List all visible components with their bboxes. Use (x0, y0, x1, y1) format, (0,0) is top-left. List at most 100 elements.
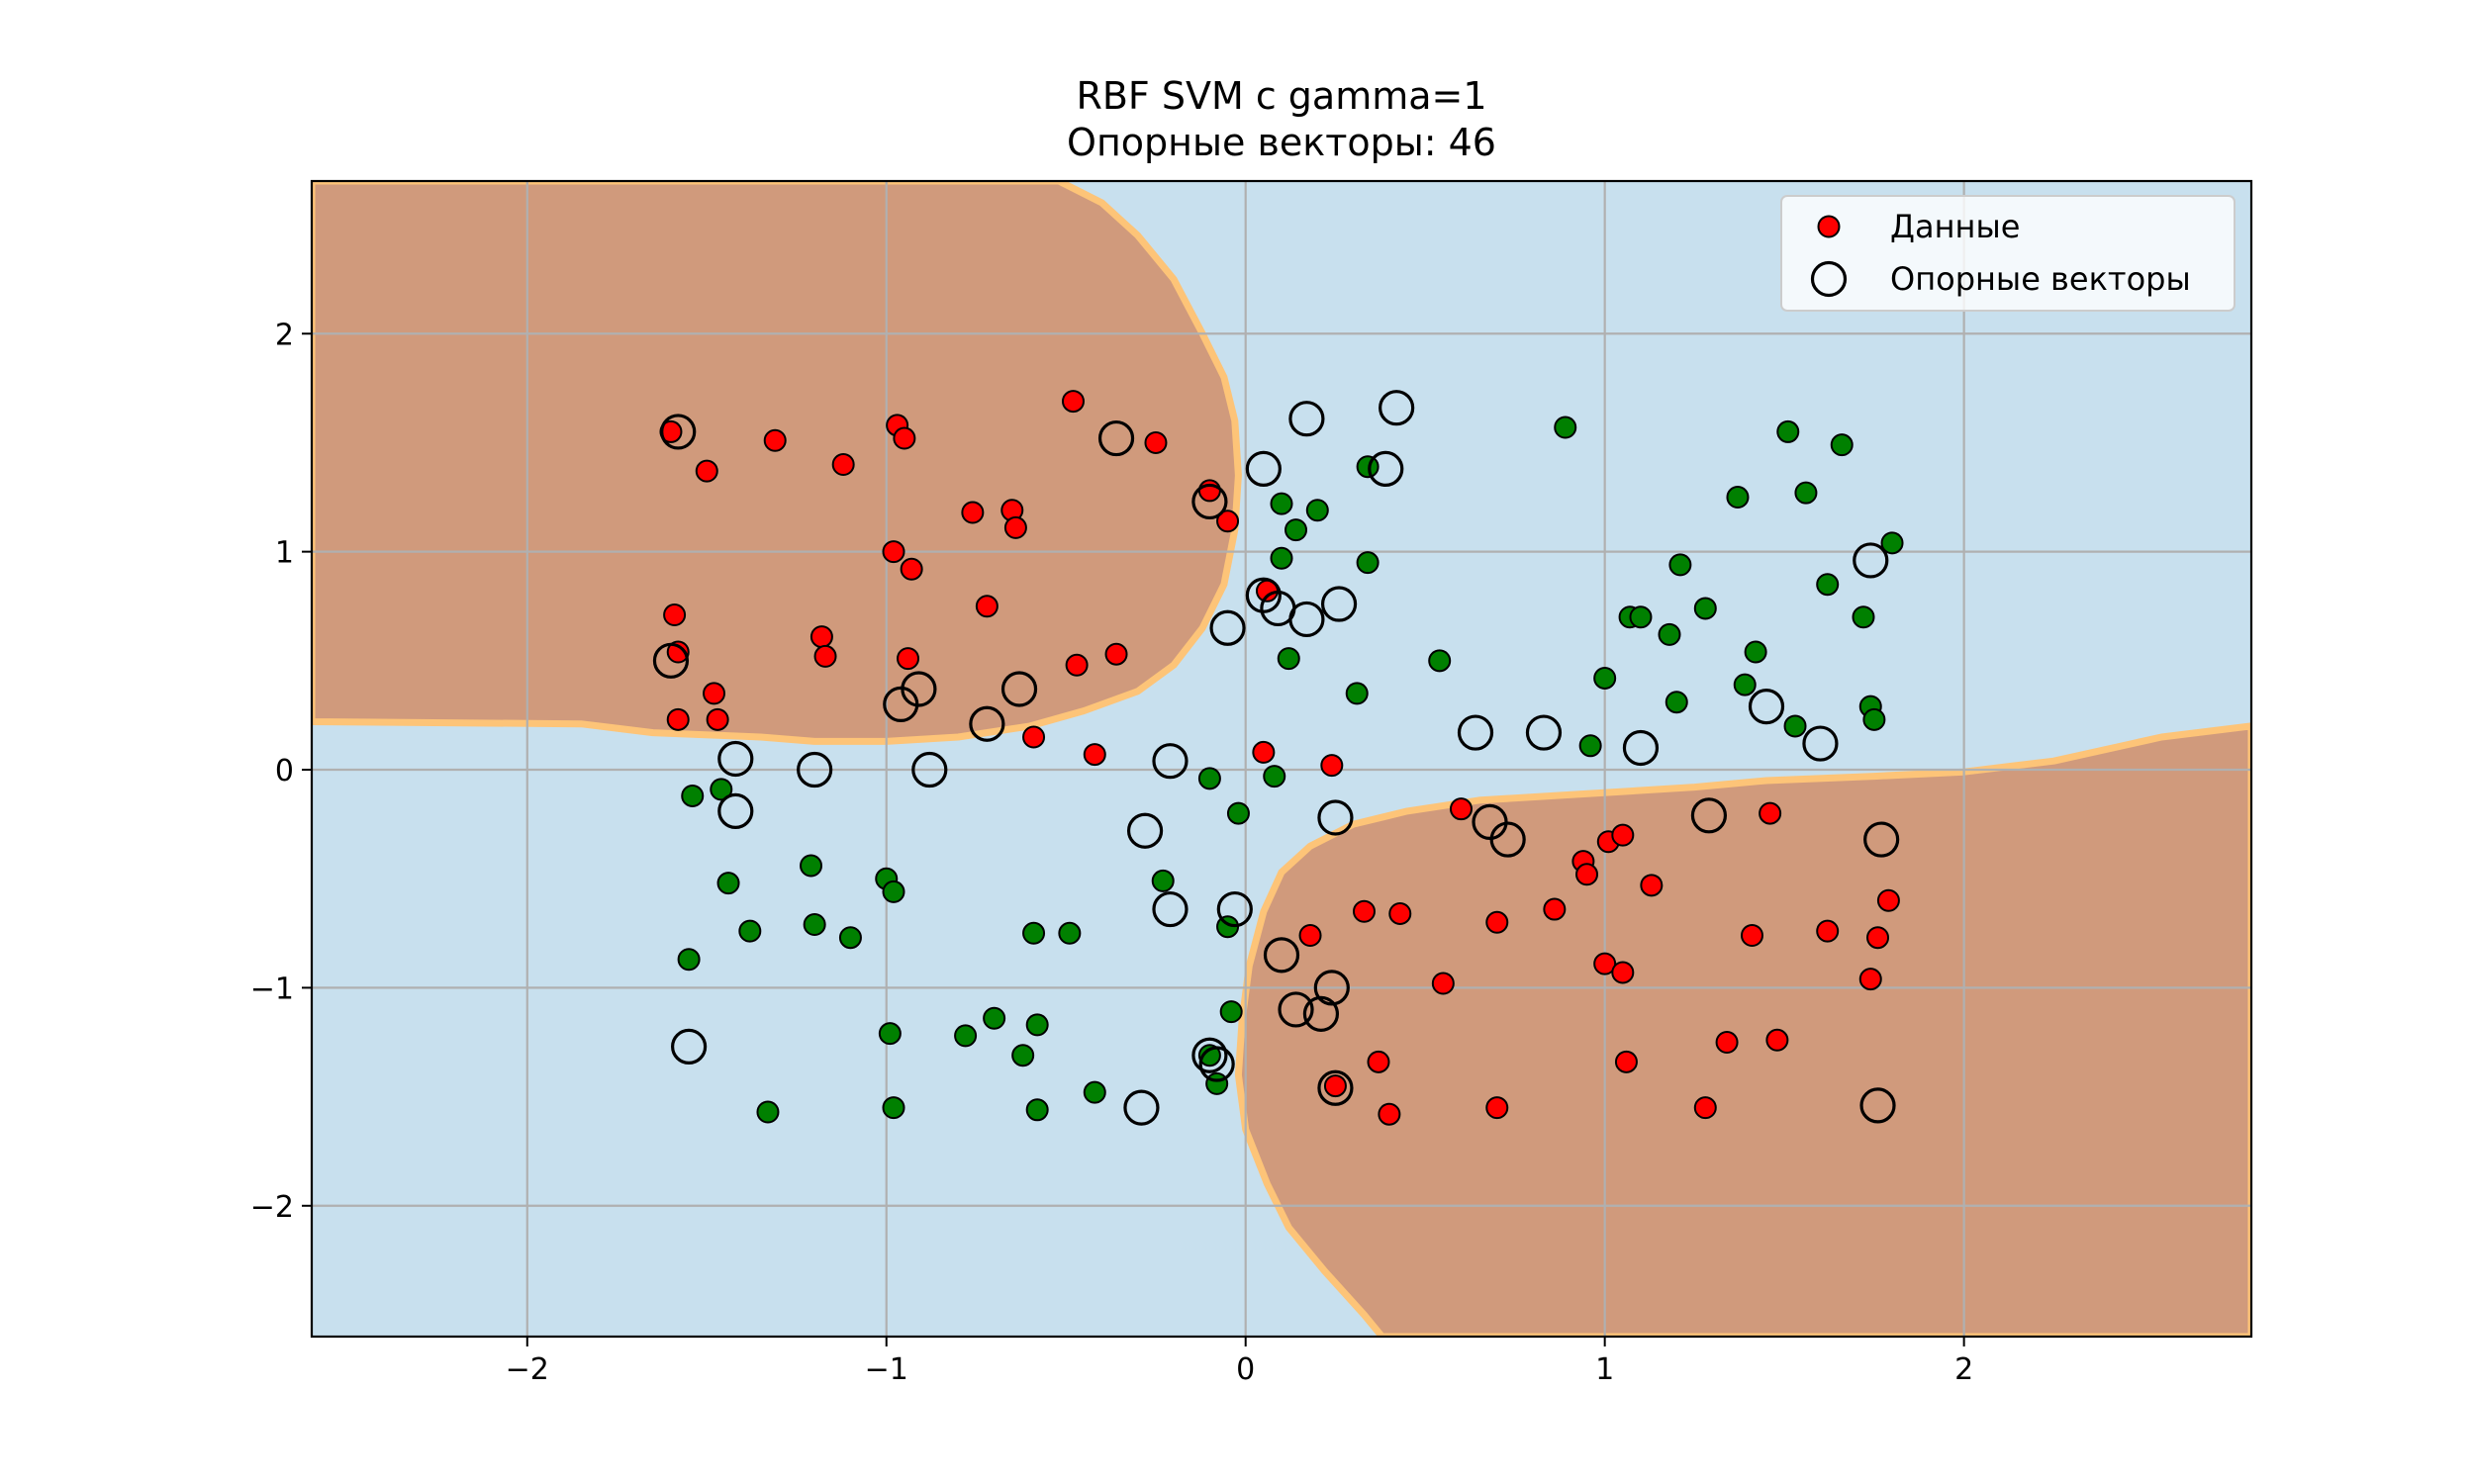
support-vector-marker (1525, 714, 1563, 751)
red-data-point (1431, 972, 1455, 995)
legend-data-marker (1817, 215, 1841, 238)
red-data-point (813, 644, 837, 668)
green-data-point (1880, 531, 1904, 555)
red-data-point (900, 557, 923, 581)
support-vector-marker (1368, 450, 1404, 487)
red-data-point (1759, 801, 1782, 825)
red-data-point (882, 540, 905, 564)
red-data-point (961, 501, 985, 524)
green-data-point (803, 912, 826, 936)
support-vector-marker (1126, 812, 1164, 849)
green-data-point (1862, 707, 1886, 731)
x-axis: −2 −1 0 1 2 (506, 1337, 1973, 1387)
green-data-point (677, 948, 701, 972)
red-data-point (1104, 642, 1128, 666)
red-data-point (1611, 961, 1635, 984)
support-vector-marker (1245, 577, 1282, 613)
support-vector-marker (969, 705, 1005, 742)
green-data-point (878, 1022, 902, 1046)
green-data-point (1305, 499, 1329, 522)
red-data-point (1352, 899, 1376, 923)
red-data-point (1378, 1102, 1401, 1126)
support-vector-marker (797, 751, 833, 788)
x-tick-label: 2 (1954, 1352, 1973, 1387)
green-data-point (983, 1006, 1006, 1030)
red-data-point (1614, 1050, 1638, 1073)
green-data-point (681, 784, 705, 807)
support-vector-marker (1245, 450, 1282, 487)
y-tick-label: 0 (275, 754, 294, 788)
green-data-point (1205, 1071, 1229, 1095)
green-data-point (1593, 666, 1617, 690)
green-data-point (1270, 546, 1293, 570)
red-data-point (1320, 754, 1344, 778)
red-data-point (663, 603, 687, 627)
support-vector-marker (1859, 1087, 1896, 1124)
x-tick-label: 1 (1595, 1352, 1614, 1387)
green-data-point (838, 926, 862, 950)
support-vector-marker (1302, 995, 1340, 1032)
green-data-point (1578, 734, 1602, 758)
green-data-point (1219, 1000, 1243, 1024)
green-data-point (1022, 921, 1046, 945)
green-data-point (1668, 553, 1692, 577)
green-data-point (1151, 869, 1175, 892)
support-vector-marker (1152, 743, 1189, 780)
decision-region-red-2 (1234, 722, 2251, 1337)
green-data-point (1693, 597, 1717, 620)
x-tick-label: 0 (1236, 1352, 1255, 1387)
red-data-point (1388, 901, 1412, 925)
green-data-point (1083, 1080, 1106, 1104)
support-vector-marker (660, 414, 697, 450)
support-vector-marker (652, 642, 690, 679)
support-vector-marker (1313, 970, 1350, 1006)
green-data-point (1726, 486, 1750, 510)
support-vector-marker (1379, 390, 1415, 426)
red-class-points (659, 390, 1900, 1126)
support-vector-marker (1853, 542, 1889, 579)
red-data-point (666, 640, 690, 664)
green-data-point (1356, 455, 1380, 479)
y-tick-label: −2 (250, 1190, 294, 1225)
red-data-point (1083, 743, 1106, 767)
legend-data-label: Данные (1890, 208, 2020, 245)
support-vector-marker (671, 1028, 708, 1065)
green-data-point (1197, 1044, 1221, 1067)
green-data-point (756, 1100, 780, 1124)
y-axis: −2 −1 0 1 2 (250, 318, 312, 1225)
support-vector-marker (1097, 419, 1135, 457)
legend: Данные Опорные векторы (1780, 195, 2236, 312)
y-tick-label: 2 (275, 318, 294, 352)
green-data-point (1733, 673, 1757, 696)
support-vector-marker (1278, 991, 1314, 1028)
x-tick-label: −2 (506, 1352, 549, 1387)
red-data-point (809, 625, 833, 649)
red-data-point (706, 707, 729, 731)
red-data-point (1765, 1028, 1789, 1052)
support-vector-marker (1288, 601, 1325, 638)
green-data-point (1629, 605, 1653, 629)
support-vector-marker (1123, 1089, 1160, 1126)
support-vector-marker (1209, 609, 1246, 646)
red-data-point (1485, 910, 1509, 934)
support-vector-marker (1457, 714, 1494, 751)
red-data-point (1022, 725, 1046, 749)
support-vector-marker (717, 740, 754, 778)
support-vector-marker (901, 671, 937, 707)
green-data-point (1226, 801, 1250, 825)
red-data-point (763, 428, 787, 452)
green-data-point (1025, 1013, 1049, 1037)
plot-frame (310, 179, 2253, 1339)
red-data-point (1216, 510, 1240, 533)
green-data-point (1277, 647, 1300, 671)
green-data-point (882, 880, 905, 903)
red-data-point (831, 452, 855, 476)
support-vector-marker (1198, 1046, 1235, 1082)
red-data-point (1197, 479, 1221, 503)
green-data-point (1263, 765, 1286, 788)
support-vector-marker (911, 751, 948, 788)
green-data-point (1776, 419, 1800, 443)
support-vector-marker (1317, 799, 1354, 836)
green-data-point (954, 1024, 978, 1048)
